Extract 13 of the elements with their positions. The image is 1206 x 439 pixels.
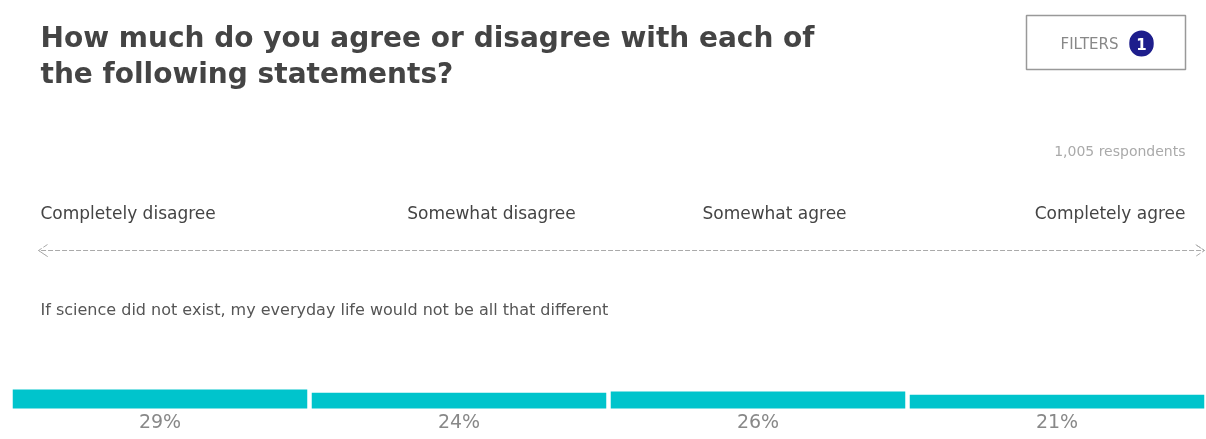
text: 1,005 respondents xyxy=(1054,142,1186,159)
data-label: 21% xyxy=(1035,409,1079,432)
chart-subtitle: If science did not exist, my everyday life would not be all that different xyxy=(40,300,609,319)
data-label: 26% xyxy=(736,409,780,432)
data-label: 24% xyxy=(437,409,481,432)
chart-title: How much do you agree or disagree with each of the following statements? xyxy=(40,20,816,90)
x-tick-label: Somewhat agree xyxy=(702,202,847,223)
x-tick-label: Completely disagree xyxy=(40,202,216,223)
text: FILTERS xyxy=(1060,34,1119,53)
x-tick-label: Somewhat disagree xyxy=(407,202,576,223)
x-tick-label: Completely agree xyxy=(1034,202,1186,223)
text: 1 xyxy=(1136,35,1147,54)
data-label: 29% xyxy=(138,409,182,432)
